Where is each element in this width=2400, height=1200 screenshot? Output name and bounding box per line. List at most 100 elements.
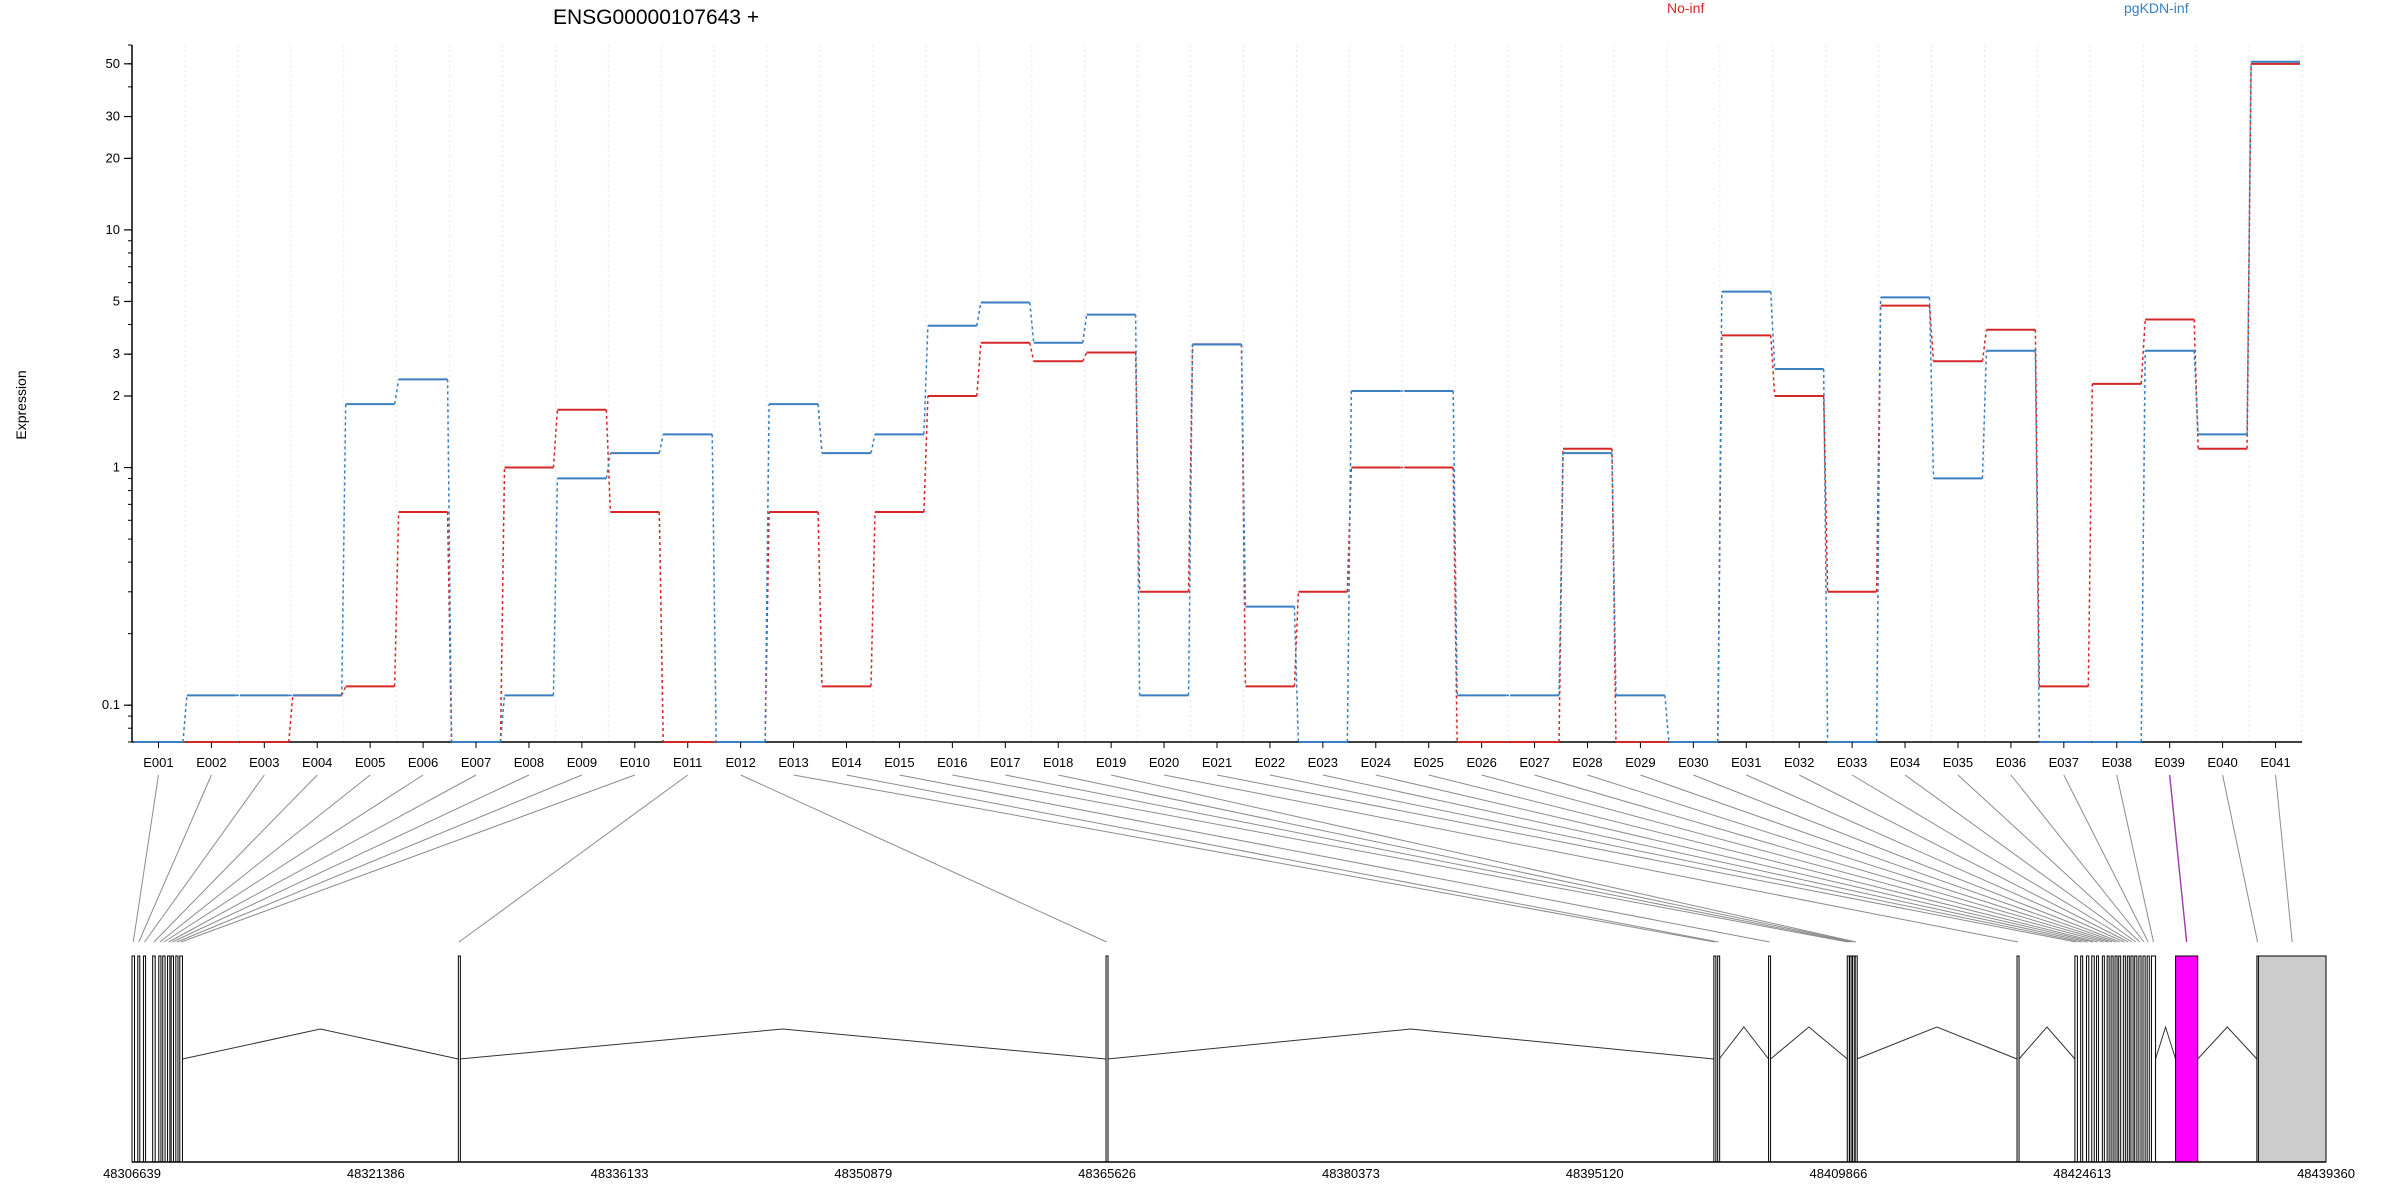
exon-box [2146, 955, 2150, 1163]
y-tick-label: 30 [106, 109, 120, 124]
exon-label: E013 [778, 755, 808, 770]
series-connector [764, 404, 770, 743]
series-connector [1293, 591, 1300, 687]
exon-box [1713, 955, 1717, 1163]
exon-connector [1851, 774, 2133, 943]
exon-connector [2010, 774, 2145, 943]
series-connector [1187, 344, 1194, 696]
exon-label: E003 [249, 755, 279, 770]
exon-label: E036 [1996, 755, 2026, 770]
exon-label: E004 [302, 755, 332, 770]
exon-box [2257, 955, 2327, 1163]
exon-connector [172, 774, 530, 943]
exon-connector [2168, 774, 2188, 943]
exon-label: E005 [355, 755, 385, 770]
exon-box [167, 955, 171, 1163]
exon-connector [1957, 774, 2141, 943]
series-connector [1452, 467, 1458, 743]
exon-label: E002 [196, 755, 226, 770]
exon-connector [163, 774, 424, 943]
exon-connector [138, 774, 212, 943]
series-connector [2087, 383, 2094, 687]
exon-box [2110, 955, 2114, 1163]
exon-label: E025 [1414, 755, 1444, 770]
intron-line [459, 1028, 1107, 1060]
series-connector [817, 511, 823, 687]
series-no-inf [134, 62, 2300, 743]
exon-box [1768, 955, 1772, 1163]
exon-label: E015 [884, 755, 914, 770]
series-connector [1822, 396, 1829, 592]
series-connector [817, 404, 823, 454]
exon-label: E032 [1784, 755, 1814, 770]
series-connector [1769, 291, 1776, 369]
exon-connector [1005, 774, 1851, 943]
series-connector [1664, 695, 1670, 743]
exon-label: E024 [1361, 755, 1391, 770]
exon-box [1717, 955, 1721, 1163]
exon-label: E020 [1149, 755, 1179, 770]
series-connector [393, 511, 400, 687]
exon-label: E029 [1625, 755, 1655, 770]
intron-line [1718, 1026, 1769, 1060]
series-connector [1769, 335, 1776, 397]
series-connector [976, 342, 982, 397]
exon-connector [1428, 774, 2098, 943]
exon-label: E026 [1466, 755, 1496, 770]
exon-label: E011 [673, 755, 702, 770]
exon-labels: E001 E002 E003 E004 E005 E006 E007 E008 E009 E010… [143, 742, 2291, 770]
exon-connector [1746, 774, 2125, 943]
exon-box [2114, 955, 2118, 1163]
series-connector [552, 409, 559, 468]
exon-box [152, 955, 156, 1163]
exon-connector [1058, 774, 1854, 943]
exon-label: E019 [1096, 755, 1126, 770]
exon-connector [144, 774, 265, 943]
exon-label: E041 [2260, 755, 2290, 770]
series-connector [288, 695, 294, 743]
series-connector [1611, 453, 1617, 696]
legend-entry-pgkdn-inf: pgKDN-inf [2124, 0, 2189, 16]
exon-label: E009 [567, 755, 597, 770]
exon-connector [180, 774, 635, 943]
exon-connector [2116, 774, 2154, 943]
exon-box [175, 955, 179, 1163]
series-connector [1822, 368, 1829, 743]
series-connector [1558, 453, 1564, 696]
series-connector [1875, 297, 1882, 743]
exon-connector [1111, 774, 1857, 943]
series-connector [923, 395, 929, 513]
exon-label: E012 [725, 755, 755, 770]
series-connector [1452, 390, 1458, 696]
exon-box [2118, 955, 2122, 1163]
exon-box [2122, 955, 2126, 1163]
exon-box [2130, 955, 2134, 1163]
y-tick-label: 3 [113, 346, 120, 361]
exon-box [170, 955, 175, 1163]
exon-connector [1322, 774, 2088, 943]
intron-line [182, 1028, 459, 1060]
y-tick-label: 50 [106, 56, 120, 71]
exon-connector [458, 774, 689, 943]
series-connector [340, 404, 347, 696]
series-connector [182, 695, 188, 743]
coord-tick-label: 48395120 [1566, 1166, 1624, 1181]
y-tick-label: 20 [106, 150, 120, 165]
exon-label: E006 [408, 755, 438, 770]
legend-entry-no-inf: No-inf [1667, 0, 1704, 16]
intron-line [2197, 1026, 2258, 1060]
exon-connector [1587, 774, 2113, 943]
intron-line [2155, 1025, 2177, 1060]
exon-box [2138, 955, 2142, 1163]
exon-box [162, 955, 166, 1163]
series-connector [499, 695, 506, 743]
series-connector [976, 302, 982, 326]
coord-tick-label: 48350879 [834, 1166, 892, 1181]
exon-connector [1269, 774, 2082, 943]
exon-box [1849, 955, 1853, 1163]
exon-label: E008 [514, 755, 544, 770]
series-connector [2193, 350, 2199, 435]
exon-label: E017 [990, 755, 1020, 770]
exon-connector [899, 774, 1770, 943]
